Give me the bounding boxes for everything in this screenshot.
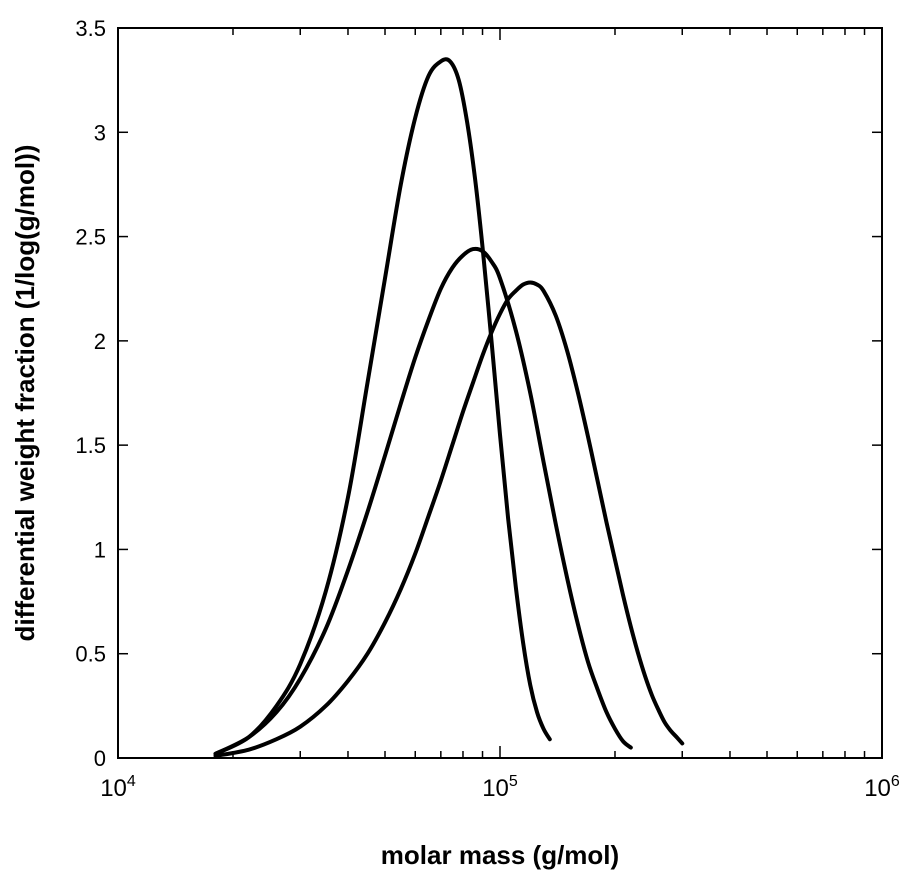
axis-ticks [117, 27, 882, 759]
curves [213, 57, 685, 758]
y-axis-title: differential weight fraction (1/log(g/mo… [10, 145, 40, 642]
x-tick-label: 104 [100, 773, 136, 802]
y-tick-label: 1.5 [75, 433, 106, 458]
y-tick-label: 2.5 [75, 225, 106, 250]
x-axis-title: molar mass (g/mol) [381, 840, 619, 870]
y-tick-label: 3 [94, 120, 106, 145]
series-line-1 [213, 57, 552, 756]
y-tick-label: 3.5 [75, 16, 106, 41]
tick-labels: 0 0.5 1 1.5 2 2.5 3 3.5 104 105 106 [75, 16, 899, 802]
x-tick-label: 105 [482, 773, 518, 802]
series-line-2 [213, 246, 633, 756]
series-line-3 [213, 280, 685, 758]
y-tick-label: 1 [94, 537, 106, 562]
y-tick-label: 2 [94, 329, 106, 354]
plot-frame [117, 27, 883, 759]
y-tick-label: 0 [94, 746, 106, 771]
y-tick-label: 0.5 [75, 642, 106, 667]
x-tick-label: 106 [864, 773, 900, 802]
